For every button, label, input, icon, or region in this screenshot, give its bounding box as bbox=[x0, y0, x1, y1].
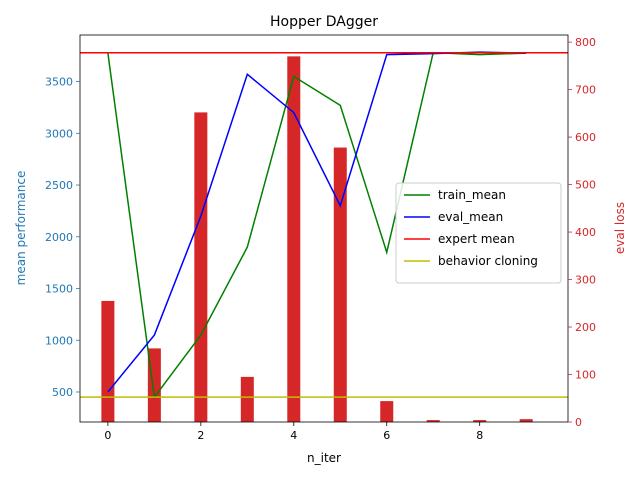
y-right-tick-label: 500 bbox=[575, 179, 596, 192]
y-left-tick-label: 1500 bbox=[45, 283, 73, 296]
line-layer bbox=[80, 51, 568, 400]
x-axis-label: n_iter bbox=[307, 451, 341, 465]
bar bbox=[101, 300, 115, 422]
x-tick-label: 4 bbox=[290, 429, 297, 442]
plot-frame bbox=[79, 34, 569, 423]
bar bbox=[333, 147, 347, 423]
x-tick-label: 6 bbox=[383, 429, 390, 442]
bar bbox=[380, 401, 394, 422]
legend-label-behavior-cloning: behavior cloning bbox=[438, 254, 538, 268]
y-left-tick-label: 2000 bbox=[45, 231, 73, 244]
train-mean-line bbox=[107, 51, 527, 400]
x-tick-label: 8 bbox=[476, 429, 483, 442]
y-right-tick-label: 400 bbox=[575, 226, 596, 239]
y-left-axis-label: mean performance bbox=[14, 171, 28, 286]
bar bbox=[473, 420, 487, 422]
y-left-tick-label: 1000 bbox=[45, 334, 73, 347]
bar bbox=[147, 348, 161, 422]
y-right-tick-label: 200 bbox=[575, 321, 596, 334]
y-left-tick-label: 500 bbox=[52, 386, 73, 399]
bar-layer bbox=[101, 56, 533, 423]
bar bbox=[287, 56, 301, 422]
y-right-axis-label: eval loss bbox=[613, 202, 627, 254]
bar bbox=[240, 376, 254, 422]
y-right-tick-label: 600 bbox=[575, 131, 596, 144]
legend-label-expert-mean: expert mean bbox=[438, 232, 515, 246]
x-tick-label: 2 bbox=[197, 429, 204, 442]
bar bbox=[426, 420, 440, 422]
y-right-tick-label: 0 bbox=[575, 416, 582, 429]
bar bbox=[194, 112, 208, 423]
y-right-tick-label: 300 bbox=[575, 274, 596, 287]
chart-title: Hopper DAgger bbox=[270, 14, 378, 30]
y-left-tick-label: 3500 bbox=[45, 76, 73, 89]
legend-label-eval-mean: eval_mean bbox=[438, 210, 503, 224]
y-right-tick-label: 800 bbox=[575, 36, 596, 49]
axes-layer: 0 2 4 6 8 500 1000 1500 2000 2500 3000 3500 0 100 200 3… bbox=[45, 34, 596, 442]
y-left-tick-label: 2500 bbox=[45, 179, 73, 192]
y-right-tick-label: 700 bbox=[575, 84, 596, 97]
x-tick-label: 0 bbox=[104, 429, 111, 442]
y-right-tick-label: 100 bbox=[575, 369, 596, 382]
y-left-tick-label: 3000 bbox=[45, 127, 73, 140]
legend-label-train-mean: train_mean bbox=[438, 188, 506, 202]
bar bbox=[519, 419, 533, 422]
legend-box bbox=[395, 182, 562, 284]
